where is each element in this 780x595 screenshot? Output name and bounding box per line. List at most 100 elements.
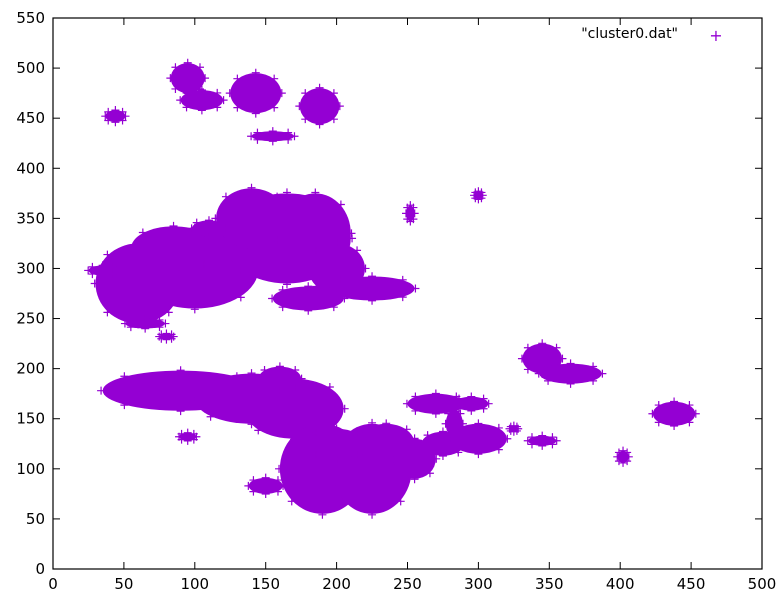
data-point-marker bbox=[398, 293, 407, 302]
data-point-marker bbox=[183, 436, 192, 445]
data-point-marker bbox=[217, 234, 226, 243]
data-point-marker bbox=[624, 452, 633, 461]
data-point-marker bbox=[318, 510, 327, 519]
data-point-marker bbox=[200, 260, 209, 269]
data-point-marker bbox=[411, 392, 420, 401]
data-point-marker bbox=[247, 183, 256, 192]
data-point-marker bbox=[329, 303, 338, 312]
y-axis: 0 50 100 150 200 250 300 350 400 450 500 550 bbox=[16, 9, 762, 578]
data-point-cluster bbox=[407, 393, 465, 414]
data-point-marker bbox=[538, 431, 547, 440]
data-point-marker bbox=[401, 209, 410, 218]
cluster-region bbox=[176, 85, 228, 115]
data-point-marker bbox=[335, 102, 344, 111]
data-point-marker bbox=[368, 272, 377, 281]
data-point-marker bbox=[301, 89, 310, 98]
data-point-marker bbox=[277, 89, 286, 98]
data-point-cluster bbox=[617, 450, 629, 463]
data-point-marker bbox=[155, 323, 164, 332]
data-point-marker bbox=[183, 428, 192, 437]
cluster-region bbox=[84, 261, 122, 280]
data-point-marker bbox=[410, 209, 419, 218]
data-point-marker bbox=[361, 425, 370, 434]
data-point-marker bbox=[458, 419, 467, 428]
data-point-marker bbox=[337, 275, 346, 284]
data-point-marker bbox=[332, 424, 341, 433]
data-point-marker bbox=[329, 285, 338, 294]
data-point-marker bbox=[538, 339, 547, 348]
data-point-marker bbox=[395, 440, 404, 449]
data-point-cluster bbox=[329, 276, 415, 301]
cluster-region bbox=[244, 473, 288, 499]
data-point-marker bbox=[339, 497, 348, 506]
data-point-marker bbox=[206, 412, 215, 421]
data-point-marker bbox=[619, 446, 628, 455]
data-point-cluster bbox=[170, 63, 205, 94]
data-point-marker bbox=[444, 429, 453, 438]
data-point-marker bbox=[84, 266, 93, 275]
data-point-marker bbox=[614, 457, 623, 466]
data-point-marker bbox=[523, 365, 532, 374]
data-point-marker bbox=[467, 392, 476, 401]
cluster-region bbox=[441, 405, 467, 443]
data-point-cluster bbox=[251, 131, 295, 142]
data-point-marker bbox=[388, 454, 397, 463]
data-point-marker bbox=[455, 394, 464, 403]
data-point-marker bbox=[111, 106, 120, 115]
data-point-marker bbox=[261, 490, 270, 499]
data-point-marker bbox=[171, 63, 180, 72]
data-point-marker bbox=[441, 419, 450, 428]
data-point-marker bbox=[111, 118, 120, 127]
data-point-cluster bbox=[130, 226, 217, 271]
data-point-marker bbox=[253, 135, 262, 144]
data-point-marker bbox=[118, 107, 127, 116]
data-point-marker bbox=[284, 135, 293, 144]
data-point-marker bbox=[340, 404, 349, 413]
cluster-region bbox=[505, 421, 523, 436]
x-axis: 0 50 100 150 200 250 300 350 400 450 500 bbox=[48, 18, 776, 593]
cluster-region bbox=[295, 83, 344, 129]
x-tick-label: 50 bbox=[114, 575, 133, 593]
data-point-marker bbox=[204, 232, 213, 241]
x-tick-label: 0 bbox=[48, 575, 58, 593]
data-point-marker bbox=[410, 434, 419, 443]
data-point-marker bbox=[164, 308, 173, 317]
data-point-marker bbox=[455, 404, 464, 413]
data-point-marker bbox=[534, 369, 543, 378]
data-point-marker bbox=[432, 454, 441, 463]
cluster-region bbox=[101, 106, 130, 127]
data-point-marker bbox=[409, 215, 418, 224]
data-point-marker bbox=[225, 89, 234, 98]
data-point-marker bbox=[182, 103, 191, 112]
data-point-marker bbox=[260, 383, 269, 392]
data-point-marker bbox=[121, 112, 130, 121]
data-point-marker bbox=[219, 96, 228, 105]
data-point-marker bbox=[623, 448, 632, 457]
data-point-marker bbox=[285, 200, 294, 209]
data-point-marker bbox=[270, 74, 279, 83]
data-point-marker bbox=[614, 448, 623, 457]
data-point-marker bbox=[353, 450, 362, 459]
data-point-marker bbox=[445, 434, 454, 443]
data-point-marker bbox=[113, 266, 122, 275]
data-point-marker bbox=[494, 423, 503, 432]
data-point-cluster bbox=[191, 220, 226, 237]
x-tick-label: 250 bbox=[393, 575, 422, 593]
data-point-marker bbox=[552, 436, 561, 445]
cluster-region bbox=[155, 329, 178, 344]
data-point-marker bbox=[251, 109, 260, 118]
data-point-marker bbox=[548, 440, 557, 449]
data-point-marker bbox=[247, 245, 256, 254]
data-point-marker bbox=[623, 457, 632, 466]
data-point-marker bbox=[108, 270, 117, 279]
data-point-marker bbox=[101, 112, 110, 121]
data-point-marker bbox=[456, 429, 465, 438]
data-point-marker bbox=[474, 450, 483, 459]
data-point-marker bbox=[249, 487, 258, 496]
data-point-marker bbox=[544, 362, 553, 371]
data-point-marker bbox=[303, 264, 312, 273]
data-point-marker bbox=[268, 294, 277, 303]
data-point-marker bbox=[126, 323, 135, 332]
